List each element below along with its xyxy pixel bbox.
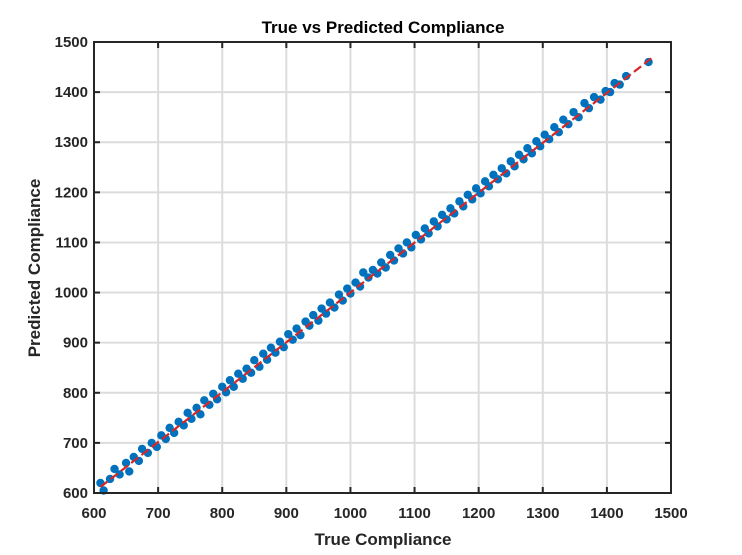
data-point (589, 92, 599, 102)
data-point (621, 71, 631, 81)
data-point (502, 169, 511, 178)
y-tick-label: 1100 (55, 234, 88, 251)
chart-title: True vs Predicted Compliance (262, 18, 505, 37)
y-tick-label: 600 (63, 485, 88, 502)
y-axis: 600 700 800 900 1000 1100 1200 1300 1400 1500 (55, 34, 671, 502)
data-point (279, 342, 288, 352)
data-point (288, 335, 297, 344)
data-point (574, 112, 583, 122)
data-point (121, 458, 131, 468)
data-point (196, 410, 205, 419)
x-tick-label: 1100 (398, 505, 431, 522)
data-point (225, 376, 235, 385)
data-point (110, 464, 119, 474)
data-point (271, 348, 280, 357)
data-point (125, 467, 134, 476)
x-tick-label: 1200 (462, 505, 495, 522)
y-tick-label: 1500 (55, 34, 88, 51)
x-tick-label: 1400 (590, 505, 623, 522)
data-point (615, 80, 624, 89)
data-point (250, 356, 259, 365)
data-point (321, 309, 331, 318)
x-tick-label: 600 (81, 505, 106, 522)
x-tick-label: 900 (274, 505, 299, 522)
data-point (605, 87, 615, 97)
data-point (338, 296, 347, 305)
data-point (359, 268, 368, 277)
y-axis-label: Predicted Compliance (25, 179, 44, 358)
data-point (115, 470, 124, 479)
x-axis-label: True Compliance (315, 530, 452, 549)
plot-frame (93, 41, 672, 494)
data-point (259, 349, 268, 358)
data-point (187, 414, 196, 424)
data-point (569, 107, 578, 117)
y-tick-label: 900 (63, 335, 88, 352)
data-point (527, 149, 537, 158)
x-tick-label: 700 (146, 505, 171, 522)
x-tick-label: 1000 (334, 505, 367, 522)
data-point (373, 269, 382, 278)
data-point (389, 256, 399, 265)
x-tick-label: 1300 (526, 505, 559, 522)
data-point (334, 290, 344, 299)
y-tick-label: 800 (63, 385, 88, 402)
data-point (476, 189, 485, 198)
y-tick-label: 700 (63, 435, 88, 452)
x-tick-label: 800 (210, 505, 235, 522)
data-point (554, 128, 564, 137)
data-point (292, 324, 301, 333)
data-point (238, 374, 247, 383)
data-point (229, 382, 238, 391)
data-point (179, 421, 188, 430)
y-tick-label: 1300 (55, 134, 88, 151)
data-point (309, 310, 318, 320)
data-point (596, 95, 605, 104)
y-tick-label: 1000 (55, 285, 88, 302)
y-tick-label: 1200 (55, 184, 88, 201)
x-axis: 600 700 800 900 1000 1100 1200 1300 1400 1500 (81, 42, 688, 522)
data-point (183, 408, 192, 418)
x-tick-label: 1500 (654, 505, 687, 522)
data-point (398, 249, 408, 258)
data-point (493, 175, 503, 184)
y-tick-label: 1400 (55, 84, 88, 101)
data-point (442, 215, 451, 224)
